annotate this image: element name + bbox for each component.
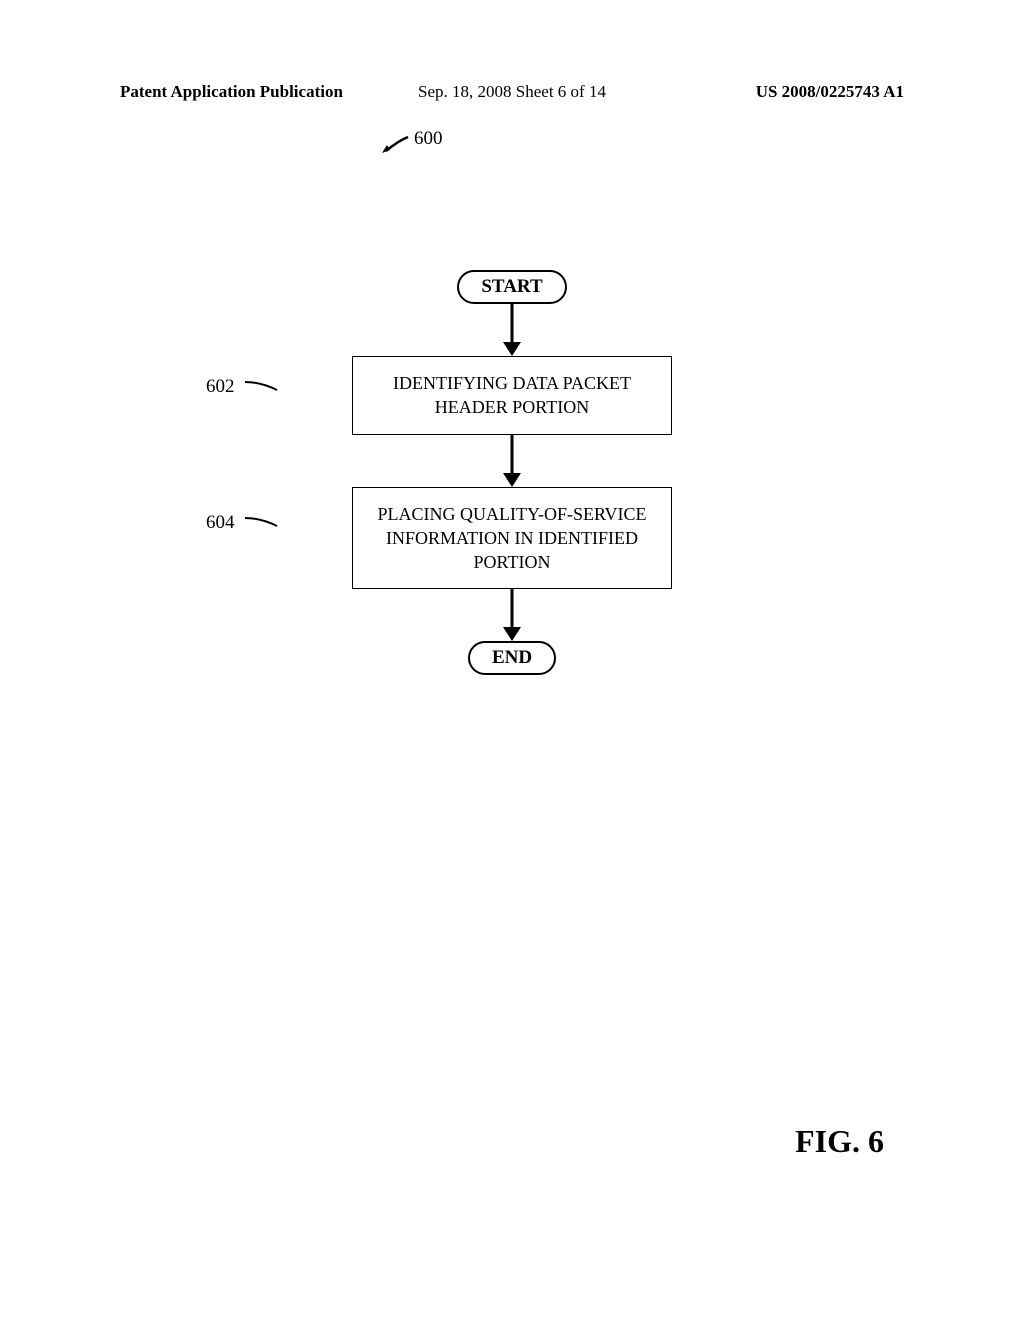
arrow-line	[511, 304, 514, 344]
arrow-head-icon	[503, 627, 521, 641]
ref-number: 604	[206, 512, 235, 534]
reference-label-602: 602	[206, 376, 281, 398]
arrow-head-icon	[503, 473, 521, 487]
start-terminal: START	[457, 270, 566, 304]
process-step-2: PLACING QUALITY-OF-SERVICE INFORMATION I…	[352, 487, 672, 590]
header-publication: Patent Application Publication	[120, 82, 343, 102]
end-terminal: END	[468, 641, 556, 675]
arrow-1	[502, 304, 522, 356]
curved-arrow-icon	[380, 135, 410, 155]
header-patent-number: US 2008/0225743 A1	[756, 82, 904, 102]
figure-reference-number: 600	[414, 128, 443, 150]
arrow-line	[511, 589, 514, 629]
ref-number: 602	[206, 376, 235, 398]
ref-connector-icon	[243, 376, 281, 398]
header-sheet-info: Sep. 18, 2008 Sheet 6 of 14	[418, 82, 606, 102]
arrow-2	[502, 435, 522, 487]
process-step-1: IDENTIFYING DATA PACKET HEADER PORTION	[352, 356, 672, 435]
arrow-line	[511, 435, 514, 475]
ref-connector-icon	[243, 512, 281, 534]
figure-reference-pointer: 600	[380, 135, 443, 155]
figure-caption: FIG. 6	[795, 1123, 884, 1160]
page-header: Patent Application Publication Sep. 18, …	[0, 82, 1024, 102]
arrow-head-icon	[503, 342, 521, 356]
flowchart-container: START IDENTIFYING DATA PACKET HEADER POR…	[352, 270, 672, 675]
arrow-3	[502, 589, 522, 641]
reference-label-604: 604	[206, 512, 281, 534]
